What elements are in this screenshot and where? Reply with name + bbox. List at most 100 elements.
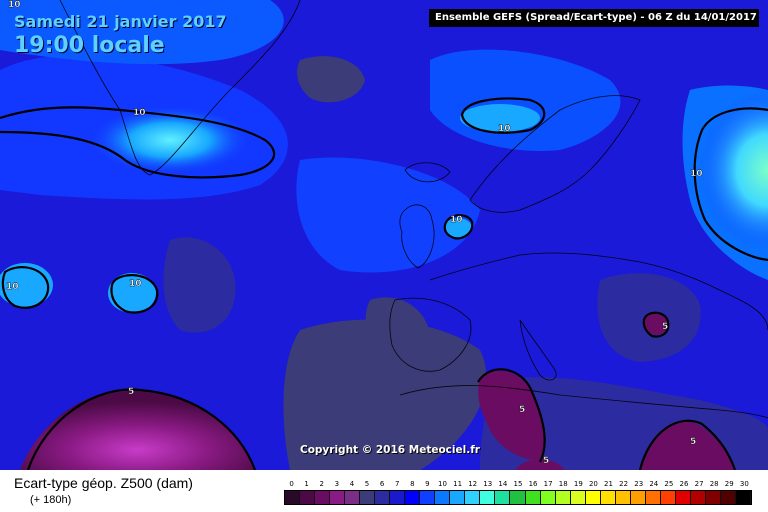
scale-swatch: [495, 491, 511, 504]
scale-label: 10: [438, 480, 447, 488]
scale-swatch: [525, 491, 541, 504]
scale-swatch: [555, 491, 571, 504]
scale-label: 28: [709, 480, 719, 488]
scale-swatch: [435, 491, 451, 504]
contour-10-north-sea: [443, 214, 474, 240]
coastline-italy: [519, 319, 557, 381]
label-10-topleft: 10: [8, 0, 21, 10]
label-10-labrador: 10: [6, 282, 19, 292]
scale-swatch: [705, 491, 721, 504]
contour-10-iceland: [0, 106, 276, 179]
forecast-date: Samedi 21 janvier 2017: [14, 12, 227, 31]
scale-label: 23: [634, 480, 644, 488]
scale-swatch: [465, 491, 481, 504]
scale-label: 22: [619, 480, 629, 488]
coastline-british-isles: [399, 204, 435, 269]
scale-label: 19: [573, 480, 583, 488]
scale-label: 20: [588, 480, 598, 488]
scale-label: 16: [528, 480, 538, 488]
scale-label: 14: [498, 480, 508, 488]
legend-title: Ecart-type géop. Z500 (dam): [14, 475, 193, 491]
scale-swatch: [675, 491, 691, 504]
contour-10-labrador: [1, 266, 50, 309]
high-spread-iceland: [90, 106, 250, 174]
high-spread-north-sea: [444, 218, 472, 238]
high-spread-ural: [698, 90, 768, 250]
low-spread-iberia: [283, 319, 487, 470]
legend-forecast-range: (+ 180h): [30, 494, 72, 506]
scale-label: 24: [649, 480, 659, 488]
scale-label: 18: [558, 480, 568, 488]
coastline-north-africa: [399, 385, 768, 419]
min-spread-libya: [515, 458, 565, 470]
scale-swatch: [630, 491, 646, 504]
scale-label: 12: [468, 480, 478, 488]
contour-10-midocean: [110, 274, 159, 314]
coastline-europe: [429, 252, 768, 331]
scale-label: 7: [394, 480, 400, 488]
scale-swatch: [390, 491, 406, 504]
scale-label: 13: [483, 480, 493, 488]
scale-swatch: [585, 491, 601, 504]
label-10-midocean: 10: [129, 279, 142, 289]
color-scale-swatches: [284, 490, 752, 505]
scale-label: 17: [543, 480, 553, 488]
label-5-libya: 5: [543, 456, 549, 466]
min-spread-algeria: [478, 370, 545, 461]
scale-label: 0: [289, 480, 294, 488]
coastline-iceland: [404, 162, 451, 183]
scale-label: 1: [304, 480, 309, 488]
contour-5-middle-east: [638, 419, 737, 470]
contour-5-algeria: [477, 368, 546, 463]
scale-swatch: [315, 491, 331, 504]
scale-swatch: [360, 491, 376, 504]
min-spread-atlantic-southwest: [20, 389, 255, 470]
contour-5-southwest: [26, 388, 257, 470]
scale-label: 25: [664, 480, 674, 488]
color-scale: 0 1 2 3 4 5 6 7 8 9 10 11 12 13 14 15 16 17 18 19 20 21 22 23 24…: [284, 480, 752, 508]
coastline-greenland: [59, 0, 301, 176]
model-header: Ensemble GEFS (Spread/Ecart-type) - 06 Z…: [429, 9, 759, 27]
scale-label: 9: [425, 480, 430, 488]
high-spread-midocean: [108, 273, 156, 313]
scale-swatch: [540, 491, 556, 504]
scale-label: 29: [724, 480, 734, 488]
high-spread-norway: [460, 104, 540, 132]
scale-swatch: [615, 491, 631, 504]
scale-label: 21: [604, 480, 613, 488]
scale-swatch: [720, 491, 736, 504]
scale-label: 3: [334, 480, 340, 488]
scale-swatch: [300, 491, 316, 504]
scale-swatch: [480, 491, 496, 504]
label-10-north-sea: 10: [450, 215, 463, 225]
scale-swatch: [660, 491, 676, 504]
scale-label: 15: [513, 480, 523, 488]
contour-5-romania: [642, 311, 670, 338]
scale-label: 11: [453, 480, 463, 488]
scale-label: 27: [694, 480, 704, 488]
scale-label: 6: [379, 480, 385, 488]
scale-swatch: [375, 491, 391, 504]
scale-label: 2: [319, 480, 324, 488]
label-10-norway: 10: [498, 124, 511, 134]
forecast-time: 19:00 locale: [14, 33, 165, 58]
scale-swatch: [285, 491, 301, 504]
high-spread-labrador: [0, 263, 53, 307]
scale-swatch: [735, 491, 751, 504]
coastline-iberia: [389, 297, 472, 372]
contour-10-ural: [693, 107, 768, 262]
coastline-scandinavia: [469, 95, 641, 213]
scale-swatch: [405, 491, 421, 504]
scale-swatch: [645, 491, 661, 504]
scale-label: 4: [349, 480, 355, 488]
label-5-algeria: 5: [519, 405, 525, 415]
spread-map: 10 10 10 10 10 10 10 5 5 5 5 5: [0, 0, 768, 470]
scale-swatch: [450, 491, 466, 504]
low-spread-north-arctic: [297, 56, 365, 103]
label-5-southwest: 5: [128, 387, 134, 397]
scale-label: 26: [679, 480, 689, 488]
low-spread-atlantic-south: [163, 237, 236, 333]
scale-label: 5: [364, 480, 370, 488]
scale-swatch: [510, 491, 526, 504]
low-spread-azores: [365, 297, 430, 364]
